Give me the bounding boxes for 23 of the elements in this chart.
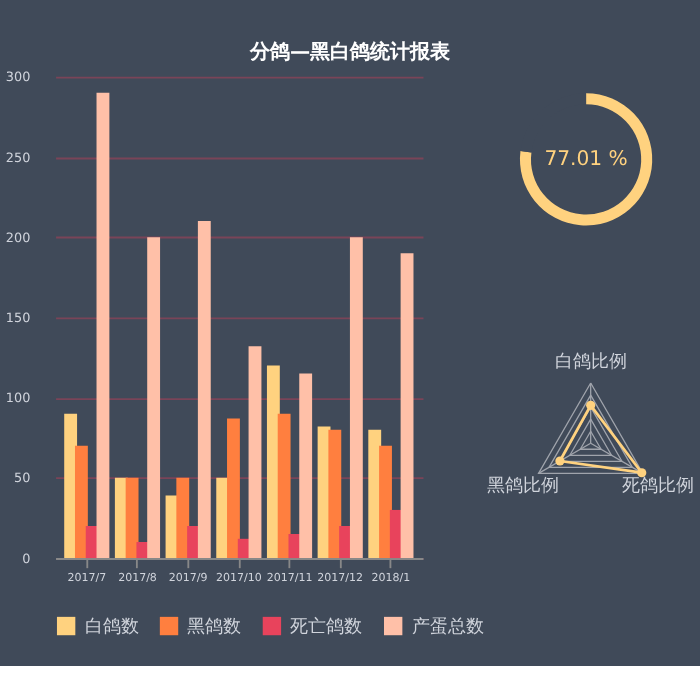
legend-label: 黑鸽数 bbox=[187, 615, 242, 638]
bar bbox=[147, 237, 161, 559]
legend-label: 死亡鸽数 bbox=[290, 615, 363, 638]
spoke-label: 黑鸽比例 bbox=[486, 474, 559, 497]
bar bbox=[227, 418, 240, 559]
bar bbox=[400, 253, 414, 559]
bar bbox=[197, 221, 211, 559]
bar bbox=[125, 477, 139, 559]
spoke-label: 白鸽比例 bbox=[554, 351, 627, 374]
data-label: 77.01 % bbox=[544, 148, 629, 171]
bar bbox=[176, 477, 190, 559]
bar bbox=[349, 237, 363, 559]
bar bbox=[96, 92, 110, 559]
spoke-label: 死鸽比例 bbox=[622, 474, 695, 497]
bar bbox=[328, 429, 342, 559]
bar bbox=[74, 445, 88, 559]
legend-label: 白鸽数 bbox=[84, 615, 139, 638]
bar bbox=[248, 346, 262, 559]
bar bbox=[299, 373, 313, 559]
bar bbox=[277, 413, 291, 559]
legend-label: 产蛋总数 bbox=[411, 615, 484, 638]
chart-title: 分鸽—黑白鸽统计报表 bbox=[247, 40, 453, 65]
bar bbox=[379, 445, 392, 559]
